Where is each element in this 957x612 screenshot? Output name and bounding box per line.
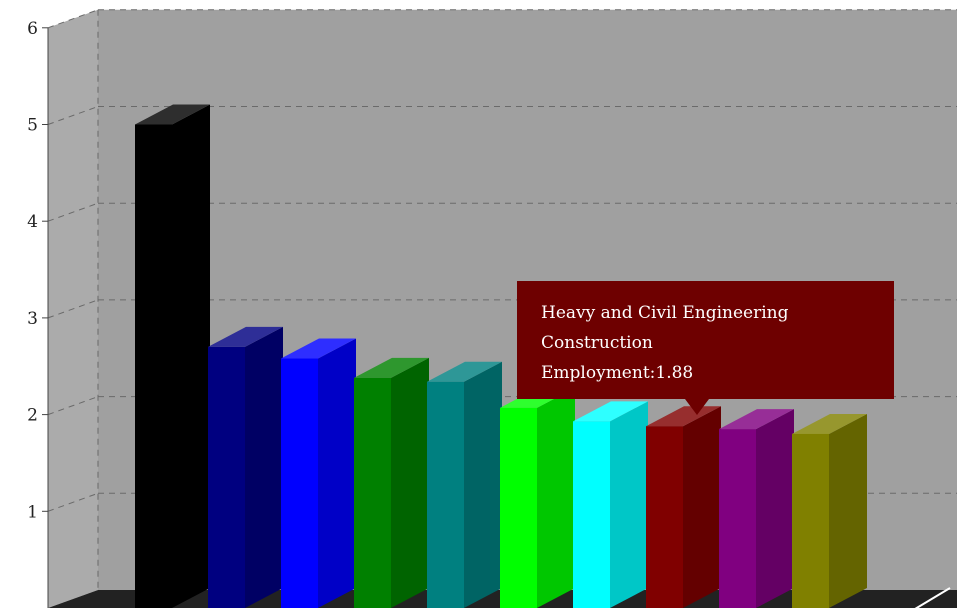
- bar-side: [464, 361, 502, 608]
- bar-front: [792, 433, 829, 608]
- bar-side: [537, 387, 575, 608]
- y-tick-label: 2: [27, 406, 38, 426]
- gridline-side: [47, 202, 99, 222]
- bar[interactable]: [354, 357, 429, 608]
- bar-side: [318, 338, 356, 608]
- bar[interactable]: [792, 413, 867, 608]
- bar-top: [573, 401, 648, 422]
- gridline-side: [47, 9, 99, 29]
- tooltip-line: Employment:1.88: [541, 363, 693, 383]
- bar-front: [281, 358, 318, 608]
- y-tick-label: 5: [27, 116, 38, 136]
- bar[interactable]: [427, 361, 502, 608]
- gridline-side: [47, 396, 99, 416]
- bar-side: [245, 326, 283, 608]
- bar[interactable]: [573, 401, 648, 608]
- tooltip-line: Construction: [541, 333, 653, 353]
- bar-front: [719, 429, 756, 608]
- tooltip-background: [517, 281, 894, 399]
- bar-top: [427, 361, 502, 382]
- bar-side: [172, 104, 210, 608]
- bar[interactable]: [646, 406, 721, 608]
- y-tick-label: 3: [27, 309, 38, 329]
- bar-top: [135, 104, 210, 125]
- bar[interactable]: [208, 326, 283, 608]
- bar-front: [573, 421, 610, 608]
- bar-top: [281, 338, 356, 359]
- bar-top: [792, 413, 867, 434]
- bar[interactable]: [500, 387, 575, 608]
- floor-edge: [909, 587, 951, 612]
- bar[interactable]: [135, 104, 210, 609]
- bar-side: [391, 357, 429, 608]
- bar-top: [719, 409, 794, 430]
- gridline-side: [47, 299, 99, 319]
- bar-front: [646, 426, 683, 608]
- y-tick-label: 1: [27, 502, 38, 522]
- y-tick-label: 6: [27, 19, 38, 39]
- bar-side: [683, 406, 721, 608]
- bar-front: [354, 377, 391, 608]
- bar-front: [427, 381, 464, 608]
- bar-top: [646, 406, 721, 427]
- y-tick-label: 4: [27, 212, 38, 232]
- tooltip-line: Heavy and Civil Engineering: [541, 303, 789, 323]
- bar-side: [756, 409, 794, 608]
- bar-side: [610, 401, 648, 608]
- bar[interactable]: [281, 338, 356, 608]
- bars[interactable]: [135, 104, 867, 609]
- bar-top: [208, 326, 283, 347]
- bar[interactable]: [719, 409, 794, 608]
- bar-front: [208, 346, 245, 608]
- bar-front: [135, 124, 172, 608]
- gridline-side: [47, 106, 99, 125]
- gridline-side: [47, 492, 99, 512]
- y-axis: 1 2 3 4 5 6: [27, 19, 49, 608]
- bar-side: [829, 413, 867, 608]
- bar-top: [354, 357, 429, 378]
- tooltip: Heavy and Civil Engineering Construction E…: [517, 281, 894, 415]
- tooltip-box: Heavy and Civil Engineering Construction E…: [517, 281, 894, 415]
- bar-front: [500, 407, 537, 608]
- tooltip-arrow: [685, 399, 709, 415]
